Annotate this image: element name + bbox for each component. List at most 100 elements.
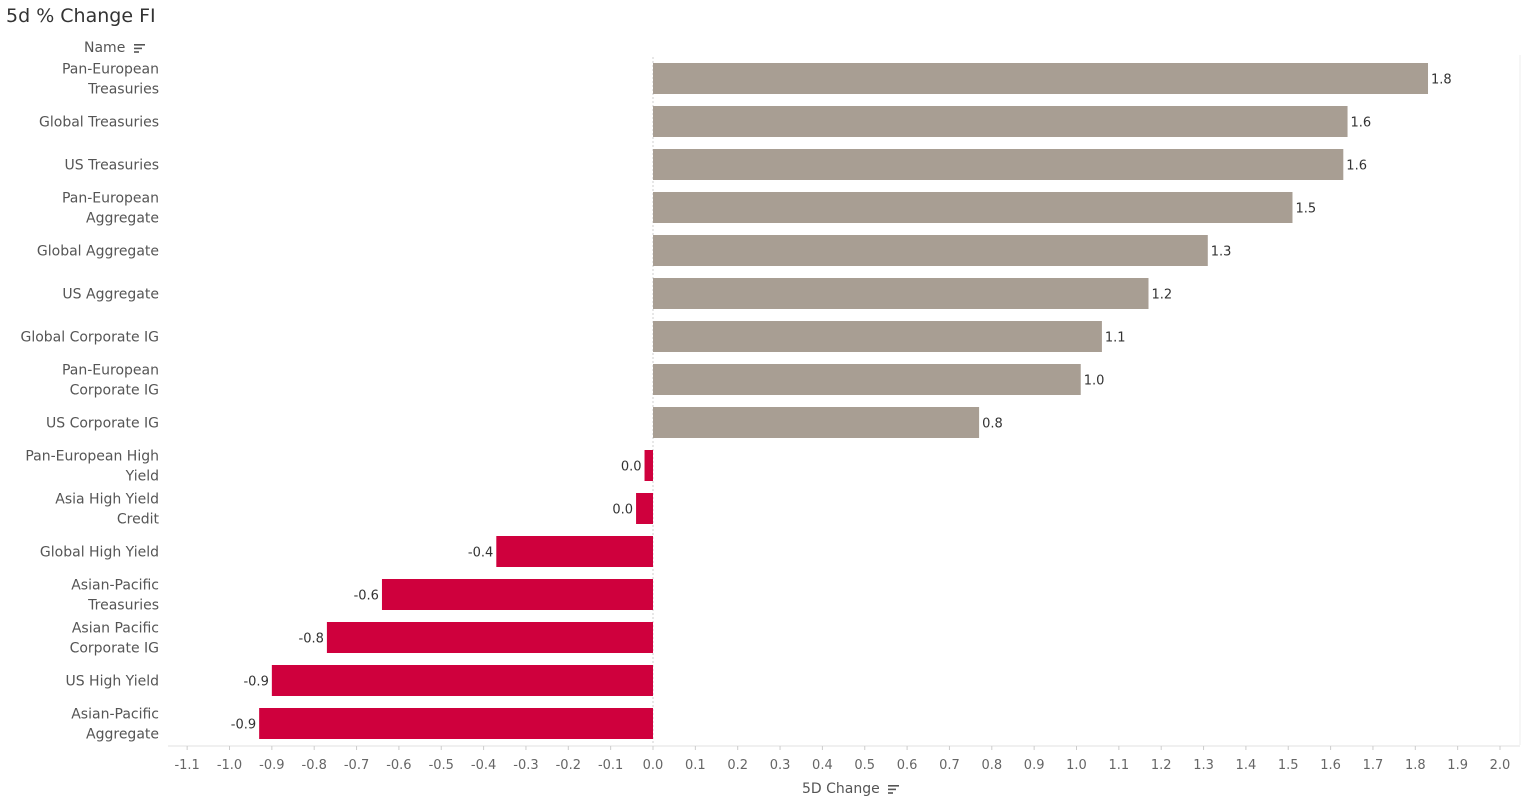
bar-row[interactable]: Global Aggregate 1.3 [37, 235, 1232, 266]
category-label: Asian-Pacific [71, 578, 159, 594]
bar[interactable] [653, 192, 1293, 223]
data-label: 1.2 [1151, 288, 1172, 303]
x-tick-label: 0.0 [643, 758, 664, 773]
bar-row[interactable]: Global Treasuries 1.6 [39, 106, 1371, 137]
bar[interactable] [653, 321, 1102, 352]
bar[interactable] [636, 493, 653, 524]
bar[interactable] [271, 665, 653, 696]
x-tick-label: -0.9 [259, 758, 284, 773]
data-label: 0.8 [982, 417, 1003, 432]
data-label: 0.0 [621, 460, 642, 475]
bar[interactable] [326, 622, 653, 653]
bar-row[interactable]: Global High Yield -0.4 [40, 536, 653, 567]
data-label: 1.6 [1351, 116, 1372, 131]
x-tick-label: 1.4 [1236, 758, 1257, 773]
bar-row[interactable]: Asia High Yield Credit 0.0 [55, 492, 653, 528]
sort-icon[interactable] [133, 43, 145, 53]
bar[interactable] [259, 708, 653, 739]
data-label: 1.6 [1346, 159, 1367, 174]
x-tick-label: -0.1 [598, 758, 623, 773]
category-label: Treasuries [87, 598, 159, 614]
category-label: Global Treasuries [39, 115, 159, 131]
data-label: 1.5 [1295, 202, 1316, 217]
bar[interactable] [496, 536, 653, 567]
category-label: US Corporate IG [46, 416, 159, 432]
bar[interactable] [653, 63, 1429, 94]
bar-row[interactable]: US High Yield -0.9 [65, 665, 653, 696]
x-tick-label: 1.8 [1405, 758, 1426, 773]
chart-title: 5d % Change FI [6, 5, 156, 27]
bar-row[interactable]: US Aggregate 1.2 [62, 278, 1172, 309]
data-label: -0.4 [468, 546, 493, 561]
x-tick-label: 0.7 [939, 758, 960, 773]
x-tick-label: 1.0 [1066, 758, 1087, 773]
row-header-name[interactable]: Name [84, 40, 145, 56]
category-label: Asian Pacific [72, 621, 159, 637]
x-tick-label: 1.9 [1447, 758, 1468, 773]
category-label: Asia High Yield [55, 492, 159, 508]
category-label: US High Yield [65, 674, 159, 690]
bar-row[interactable]: US Treasuries 1.6 [65, 149, 1367, 180]
category-label: US Treasuries [65, 158, 159, 174]
data-label: -0.9 [231, 718, 256, 733]
x-tick-label: -0.4 [471, 758, 496, 773]
bar[interactable] [381, 579, 653, 610]
bar[interactable] [653, 106, 1348, 137]
bar-row[interactable]: Asian-Pacific Treasuries -0.6 [71, 578, 653, 614]
bar-row[interactable]: Pan-European Corporate IG 1.0 [62, 363, 1104, 399]
x-tick-label: -0.6 [386, 758, 411, 773]
x-tick-label: 0.1 [685, 758, 706, 773]
x-tick-label: 0.9 [1024, 758, 1045, 773]
bar-row[interactable]: Asian-Pacific Aggregate -0.9 [71, 707, 653, 743]
category-label: Aggregate [86, 727, 159, 743]
category-label: Global Aggregate [37, 244, 159, 260]
bar-row[interactable]: Asian Pacific Corporate IG -0.8 [70, 621, 653, 657]
x-tick-label: 1.7 [1363, 758, 1384, 773]
data-label: 1.0 [1084, 374, 1105, 389]
x-tick-label: 1.6 [1320, 758, 1341, 773]
bar-row[interactable]: US Corporate IG 0.8 [46, 407, 1003, 438]
bar[interactable] [653, 407, 980, 438]
bar[interactable] [653, 278, 1149, 309]
category-label: Corporate IG [70, 383, 159, 399]
x-tick-label: -0.3 [513, 758, 538, 773]
category-label: Pan-European [62, 62, 159, 78]
x-tick-label: -0.2 [556, 758, 581, 773]
category-label: Aggregate [86, 211, 159, 227]
x-tick-label: 0.5 [854, 758, 875, 773]
x-tick-label: -0.5 [429, 758, 454, 773]
data-label: 1.8 [1431, 73, 1452, 88]
data-label: 0.0 [612, 503, 633, 518]
category-label: Global Corporate IG [20, 330, 159, 346]
x-tick-label: -0.8 [302, 758, 327, 773]
data-label: -0.6 [354, 589, 379, 604]
bar-row[interactable]: Global Corporate IG 1.1 [20, 321, 1126, 352]
bar[interactable] [653, 149, 1344, 180]
x-tick-label: 1.3 [1193, 758, 1214, 773]
data-label: 1.3 [1211, 245, 1232, 260]
bar[interactable] [653, 364, 1081, 395]
data-label: -0.8 [299, 632, 324, 647]
data-label: -0.9 [243, 675, 268, 690]
x-tick-label: 0.2 [727, 758, 748, 773]
bar-row[interactable]: Pan-European Treasuries 1.8 [62, 62, 1452, 98]
x-tick-label: 2.0 [1490, 758, 1511, 773]
bar-row[interactable]: Pan-European High Yield 0.0 [25, 449, 653, 485]
bar-row[interactable]: Pan-European Aggregate 1.5 [62, 191, 1316, 227]
data-label: 1.1 [1105, 331, 1126, 346]
category-label: Pan-European [62, 191, 159, 207]
bar[interactable] [653, 235, 1208, 266]
x-axis-title-wrap[interactable]: 5D Change [802, 781, 900, 797]
category-label: Pan-European High [25, 449, 159, 465]
category-label: Global High Yield [40, 545, 159, 561]
category-label: Corporate IG [70, 641, 159, 657]
x-tick-label: 0.3 [770, 758, 791, 773]
x-tick-label: 1.1 [1109, 758, 1130, 773]
bar[interactable] [644, 450, 653, 481]
sort-icon[interactable] [888, 784, 900, 794]
x-tick-label: -1.1 [174, 758, 199, 773]
x-tick-label: 0.8 [981, 758, 1002, 773]
x-tick-label: 0.4 [812, 758, 833, 773]
x-axis-title: 5D Change [802, 781, 880, 797]
x-tick-label: 0.6 [897, 758, 918, 773]
